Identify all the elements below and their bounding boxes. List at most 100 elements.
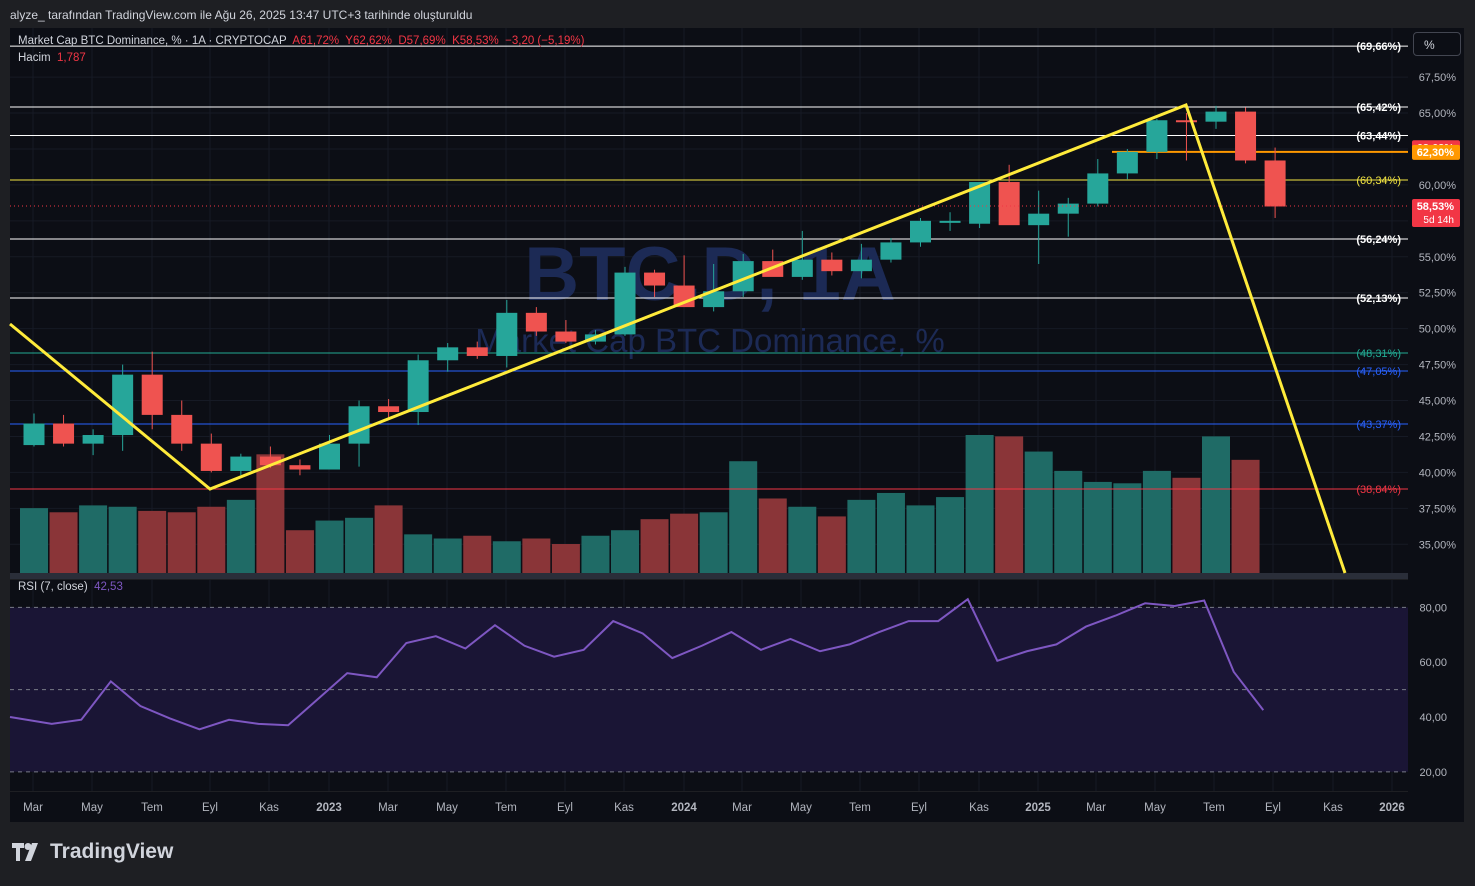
price-tag-bg [1412, 199, 1460, 228]
rsi-label: RSI (7, close) [18, 581, 88, 593]
candle-body [555, 331, 577, 342]
volume-bar [729, 461, 758, 573]
level-label: (43,37%) [1356, 419, 1401, 431]
candle-body [230, 456, 252, 471]
price-tag-countdown: 5d 14h [1423, 215, 1454, 226]
candle-body [1087, 173, 1109, 204]
price-tag-bg [1412, 144, 1460, 160]
candle-body [1235, 111, 1257, 161]
brand-name: TradingView [50, 840, 174, 863]
volume-bar [551, 544, 580, 573]
time-axis-label: Kas [614, 802, 634, 814]
volume-bar [699, 512, 728, 573]
volume-bar [817, 516, 846, 573]
close-value: K58,53% [452, 35, 499, 47]
volume-bar [404, 534, 433, 573]
price-axis-bg [1408, 28, 1464, 822]
price-axis-label: 50,00% [1419, 324, 1457, 336]
tradingview-logo-icon [12, 843, 38, 861]
volume-label: Hacim [18, 52, 51, 64]
price-axis-label: 35,00% [1419, 539, 1457, 551]
candle-body [112, 374, 134, 436]
volume-bar [1113, 483, 1142, 573]
time-axis-label: May [81, 802, 103, 814]
volume-bar [79, 505, 108, 573]
candle-body [141, 374, 163, 415]
price-axis-label: 47,50% [1419, 360, 1457, 372]
candle-body [880, 242, 902, 260]
candle-body [348, 406, 370, 444]
volume-bar [285, 530, 314, 573]
volume-bar [1024, 451, 1053, 573]
volume-value: 1,787 [56, 52, 86, 64]
rsi-axis-label: 60,00 [1419, 657, 1447, 669]
volume-bar [965, 435, 994, 573]
volume-bar [345, 517, 374, 573]
candle-body [732, 261, 754, 292]
volume-bar [197, 506, 226, 573]
candle-body [525, 312, 547, 332]
time-axis-label: May [436, 802, 458, 814]
level-label: (47,05%) [1356, 366, 1401, 378]
time-axis-label: Mar [732, 802, 752, 814]
price-tag-label: 62,30% [1417, 147, 1455, 159]
time-axis-label: Tem [141, 802, 163, 814]
candle-body [437, 347, 459, 361]
time-axis-label: Eyl [557, 802, 573, 814]
level-label: (56,24%) [1356, 234, 1401, 246]
price-axis-label: 45,00% [1419, 396, 1457, 408]
candle-body [791, 259, 813, 277]
time-axis-label: 2023 [316, 802, 342, 814]
price-axis-label: 65,00% [1419, 108, 1457, 120]
time-axis-label: Eyl [1265, 802, 1281, 814]
price-tag-label: 58,53% [1417, 201, 1455, 213]
volume-bar [1231, 459, 1260, 573]
time-axis-label: 2025 [1025, 802, 1051, 814]
time-axis-label: 2026 [1379, 802, 1405, 814]
rsi-axis-label: 80,00 [1419, 602, 1447, 614]
level-label: (38,84%) [1356, 484, 1401, 496]
volume-bar [995, 436, 1024, 573]
candle-body [378, 406, 400, 413]
candle-body [82, 435, 104, 444]
volume-legend: Hacim 1,787 [18, 52, 86, 64]
time-axis-bg [10, 792, 1408, 822]
time-axis-label: 2024 [671, 802, 697, 814]
volume-bar [847, 499, 876, 573]
candle-body [171, 414, 193, 444]
price-axis-label: 40,00% [1419, 467, 1457, 479]
rsi-value: 42,53 [94, 581, 123, 593]
candle-body [319, 443, 340, 470]
volume-bar [522, 538, 551, 573]
volume-bar [581, 535, 610, 573]
volume-bar [463, 535, 492, 573]
candle-body [850, 259, 872, 272]
time-axis-label: Kas [1323, 802, 1343, 814]
volume-bar [167, 512, 196, 573]
candle-body [614, 272, 636, 335]
volume-bar [876, 492, 905, 573]
candle-body [1116, 151, 1138, 174]
time-axis-label: Kas [259, 802, 279, 814]
volume-bar [256, 454, 285, 573]
candle-body [496, 312, 518, 356]
volume-bar [758, 498, 787, 573]
price-axis-label: 67,50% [1419, 72, 1457, 84]
rsi-axis-label: 40,00 [1419, 712, 1447, 724]
level-label: (65,42%) [1356, 102, 1401, 114]
volume-bar [640, 519, 669, 573]
volume-bar [49, 512, 78, 573]
volume-bar [374, 505, 403, 573]
candle-body [939, 220, 961, 223]
rsi-legend: RSI (7, close) 42,53 [18, 581, 123, 593]
level-label: (52,13%) [1356, 293, 1401, 305]
time-axis-label: Mar [1086, 802, 1106, 814]
unit-button[interactable]: % [1413, 32, 1461, 56]
volume-bar [1083, 481, 1112, 573]
candle-body [1205, 111, 1227, 122]
candle-body [703, 291, 725, 308]
candle-body [200, 443, 222, 471]
time-axis-label: Kas [969, 802, 989, 814]
